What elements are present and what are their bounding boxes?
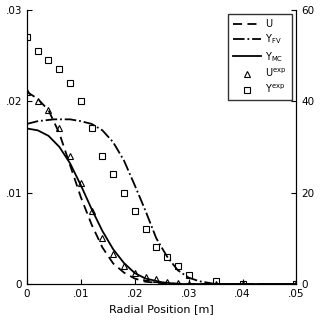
X-axis label: Radial Position [m]: Radial Position [m] (109, 304, 214, 315)
Legend: U, Y$_{\rm FV}$, Y$_{\rm MC}$, U$^{\rm exp}$, Y$^{\rm exp}$: U, Y$_{\rm FV}$, Y$_{\rm MC}$, U$^{\rm e… (228, 14, 292, 100)
